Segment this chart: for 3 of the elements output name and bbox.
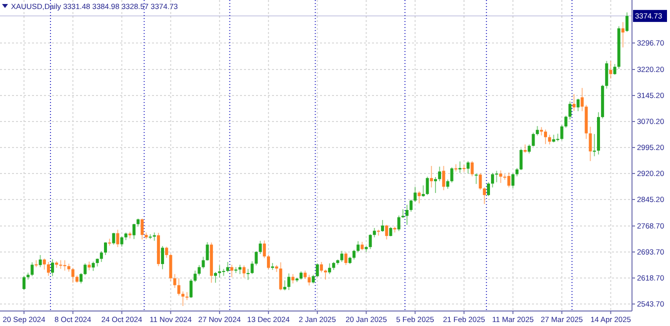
candlestick xyxy=(59,260,62,270)
candlestick xyxy=(556,133,560,142)
candlestick xyxy=(454,164,458,172)
